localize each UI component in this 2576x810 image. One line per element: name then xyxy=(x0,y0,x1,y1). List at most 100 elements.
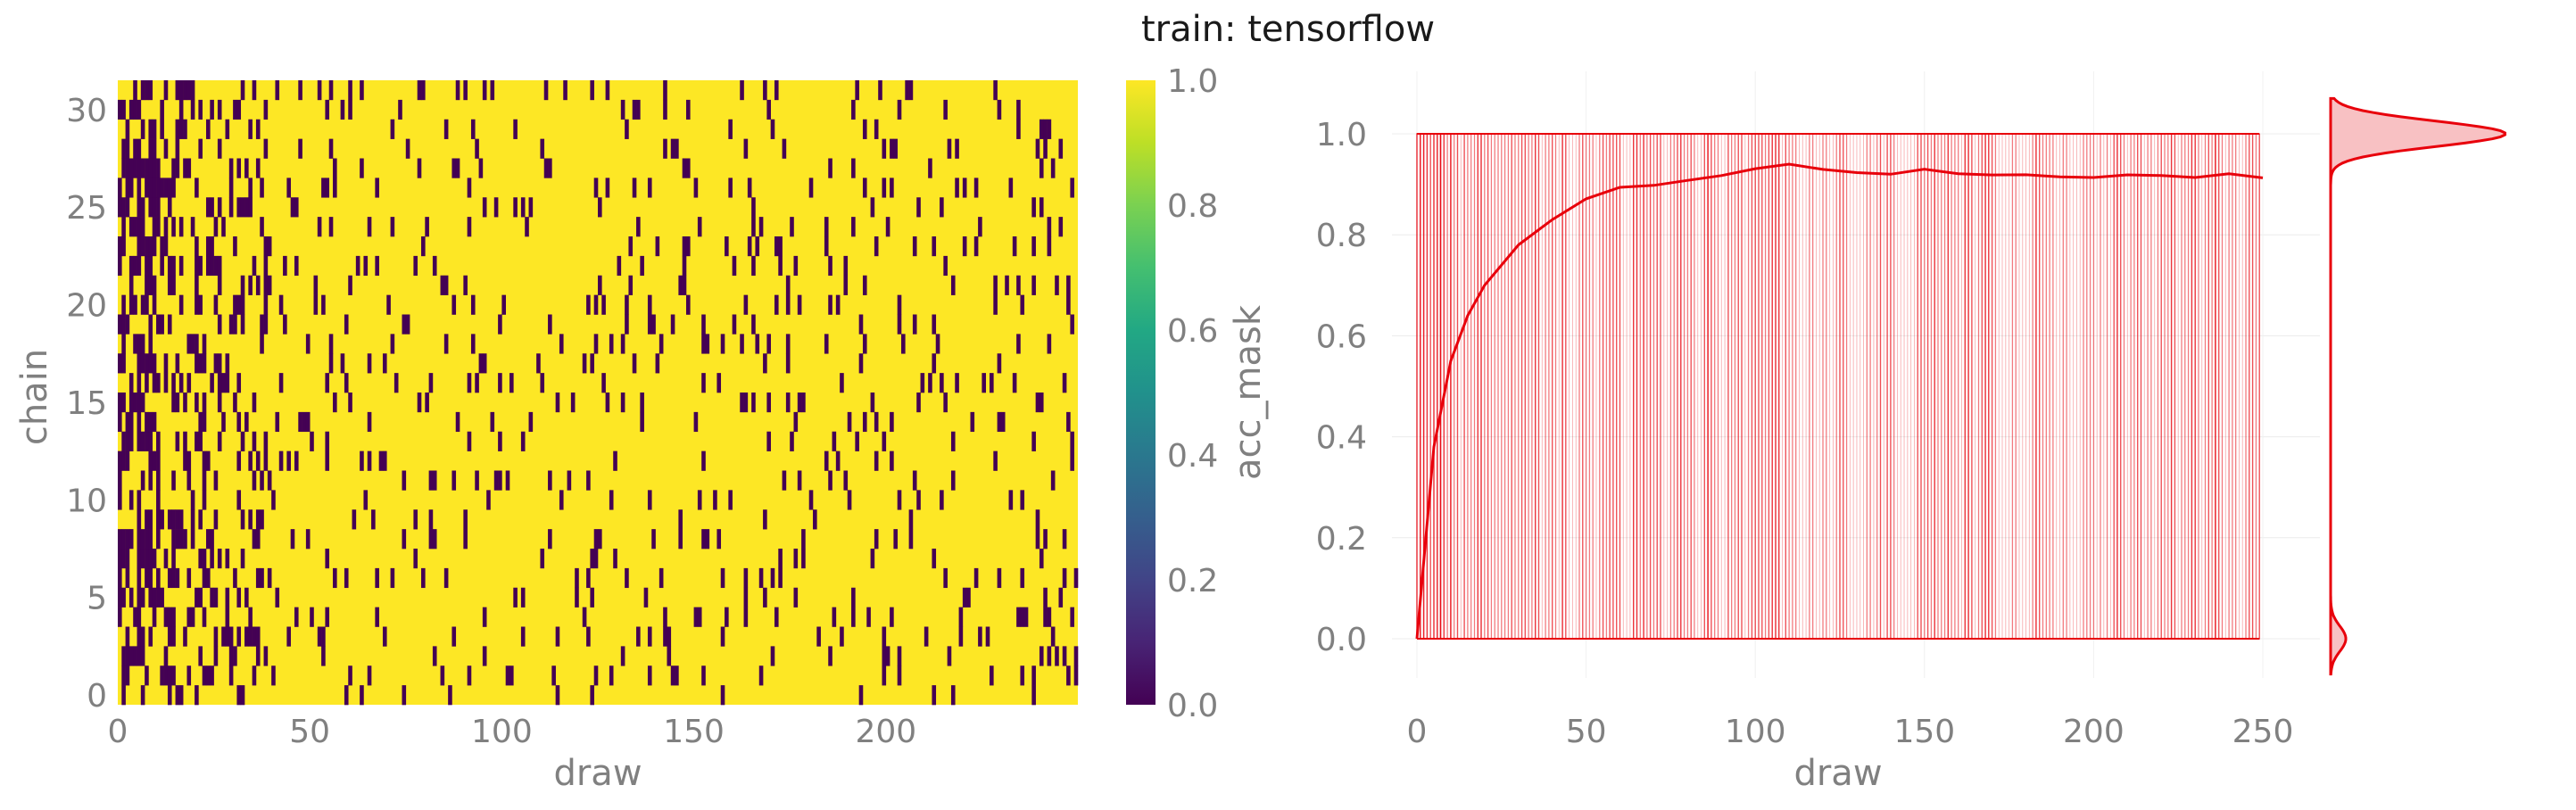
heatmap-cell xyxy=(882,626,887,647)
heatmap-cell xyxy=(705,529,710,550)
heatmap-cell xyxy=(498,373,502,393)
heatmap-cell xyxy=(548,470,552,491)
heatmap-cell xyxy=(675,138,679,159)
heatmap-cell xyxy=(190,490,195,510)
heatmap-cell xyxy=(252,431,257,451)
heatmap-cell xyxy=(475,373,479,393)
heatmap-cell xyxy=(862,178,867,198)
heatmap-cell xyxy=(260,314,264,335)
heatmap-cell xyxy=(236,685,242,706)
heatmap-cell xyxy=(198,99,203,120)
heatmap-cell xyxy=(908,509,914,530)
heatmap-cell xyxy=(586,470,591,491)
heatmap-y-tick-label: 30 xyxy=(66,93,107,129)
heatmap-x-tick-label: 100 xyxy=(471,714,533,750)
heatmap-cell xyxy=(890,138,894,159)
heatmap-cell xyxy=(451,294,457,315)
heatmap-cell xyxy=(536,353,541,374)
heatmap-cell xyxy=(785,393,791,413)
heatmap-cell xyxy=(932,353,937,374)
heatmap-cell xyxy=(283,314,287,335)
heatmap-cell xyxy=(797,470,802,491)
heatmap-cell xyxy=(851,158,856,178)
heatmap-cell xyxy=(1012,236,1017,257)
heatmap-cell xyxy=(140,626,145,647)
heatmap-cell xyxy=(313,294,319,315)
heatmap-cell xyxy=(355,255,360,277)
heatmap-cell xyxy=(725,607,729,627)
heatmap-cell xyxy=(167,665,172,686)
heatmap-x-tick-label: 0 xyxy=(108,714,128,750)
heatmap-cell xyxy=(140,470,145,491)
heatmap-cell xyxy=(260,178,264,198)
heatmap-cell xyxy=(1066,411,1071,433)
heatmap-cell xyxy=(874,529,879,550)
heatmap-cell xyxy=(525,217,529,237)
heatmap-cell xyxy=(828,255,832,277)
heatmap-cell xyxy=(955,178,959,198)
heatmap-cell xyxy=(202,567,207,589)
heatmap-cell xyxy=(118,470,122,491)
heatmap-cell xyxy=(244,158,249,178)
heatmap-cell xyxy=(375,607,379,627)
heatmap-cell xyxy=(655,236,660,257)
heatmap-cell xyxy=(125,665,130,686)
heatmap-cell xyxy=(175,138,180,159)
heatmap-cell xyxy=(843,255,849,277)
heatmap-cell xyxy=(133,646,137,666)
heatmap-cell xyxy=(163,607,169,627)
heatmap-cell xyxy=(1020,490,1025,510)
heatmap-cell xyxy=(890,450,894,471)
heatmap-cell xyxy=(428,509,434,530)
heatmap-cell xyxy=(763,353,767,374)
heatmap-cell xyxy=(432,646,437,666)
trace-y-axis: 0.0 0.2 0.4 0.6 0.8 1.0 xyxy=(1316,117,1367,658)
heatmap-cell xyxy=(302,411,307,433)
heatmap-cell xyxy=(252,470,257,491)
heatmap-cell xyxy=(195,236,199,257)
heatmap-cell xyxy=(897,99,902,120)
heatmap-cell xyxy=(947,646,952,666)
heatmap-cell xyxy=(862,411,867,433)
heatmap-cell xyxy=(367,217,372,237)
heatmap-cell xyxy=(156,217,161,237)
heatmap-cell xyxy=(897,294,902,315)
heatmap-cell xyxy=(770,119,775,139)
trace-x-axis: 0 50 100 150 200 250 xyxy=(1407,714,2294,750)
heatmap-cell xyxy=(213,626,219,647)
heatmap-cell xyxy=(402,685,407,706)
heatmap-cell xyxy=(152,178,157,198)
trace-x-tick-label: 250 xyxy=(2232,714,2294,750)
heatmap-cell xyxy=(125,450,130,471)
heatmap-cell xyxy=(1039,119,1044,139)
heatmap-cell xyxy=(1062,646,1067,666)
colorbar-tick-label: 0.4 xyxy=(1167,438,1218,475)
heatmap-cell xyxy=(740,393,744,413)
heatmap-cell xyxy=(156,314,161,335)
heatmap-cell xyxy=(1031,665,1036,686)
heatmap-cell xyxy=(613,549,617,569)
heatmap-cell xyxy=(225,587,230,608)
heatmap-cell xyxy=(428,529,434,550)
heatmap-cell xyxy=(205,197,211,218)
heatmap-cell xyxy=(874,236,879,257)
heatmap-cell xyxy=(145,431,149,451)
heatmap-cell xyxy=(118,197,122,218)
heatmap-cell xyxy=(156,567,161,589)
heatmap-cell xyxy=(878,80,882,101)
heatmap-cell xyxy=(248,119,253,139)
heatmap-cell xyxy=(801,393,806,413)
colorbar-label: acc_mask xyxy=(1228,304,1269,480)
heatmap-cell xyxy=(620,334,625,354)
heatmap-cell xyxy=(1008,178,1014,198)
heatmap-cell xyxy=(1047,334,1052,354)
heatmap-cell xyxy=(751,197,756,218)
heatmap-cell xyxy=(720,685,725,706)
heatmap-cell xyxy=(137,236,142,257)
heatmap-cell xyxy=(137,431,142,451)
heatmap-cell xyxy=(732,314,737,335)
heatmap-cell xyxy=(570,393,576,413)
heatmap-cell xyxy=(897,314,902,335)
heatmap-cell xyxy=(202,450,207,471)
